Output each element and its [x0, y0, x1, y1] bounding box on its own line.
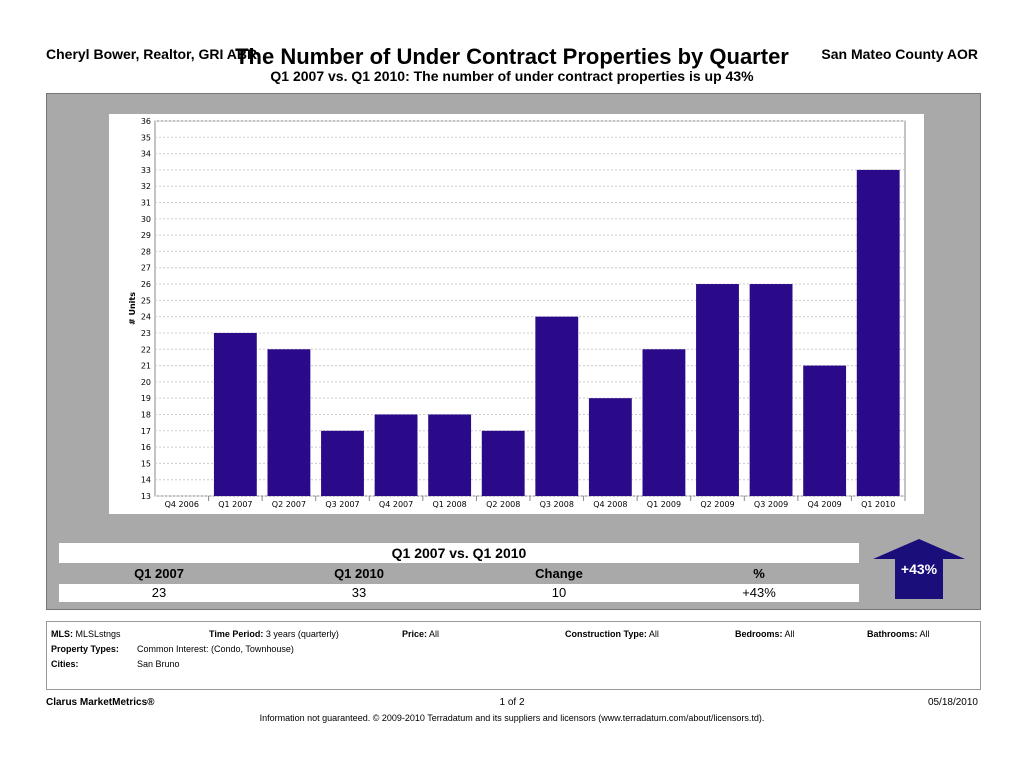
cities-value: San Bruno [137, 659, 180, 669]
y-tick-label: 15 [141, 459, 151, 468]
price-label: Price: [402, 629, 428, 639]
bar [267, 349, 311, 496]
y-tick-label: 23 [141, 329, 151, 338]
construction-label: Construction Type: [565, 629, 647, 639]
period-value: 3 years (quarterly) [265, 629, 339, 639]
bar [481, 430, 525, 496]
x-tick-label: Q3 2007 [325, 500, 359, 509]
x-tick-label: Q3 2008 [540, 500, 574, 509]
y-tick-label: 26 [141, 280, 151, 289]
bedrooms-value: All [784, 629, 795, 639]
bar [856, 169, 900, 497]
cities-label: Cities: [51, 659, 79, 669]
summary-header-percent: % [753, 566, 765, 581]
association-name: San Mateo County AOR [821, 46, 978, 62]
summary-value-q1-2010: 33 [351, 585, 367, 600]
mls-value: MLSLstngs [75, 629, 121, 639]
bar [696, 284, 739, 496]
x-tick-label: Q1 2007 [218, 500, 252, 509]
property-types-label: Property Types: [51, 644, 119, 654]
y-tick-label: 24 [141, 313, 151, 322]
x-tick-label: Q3 2009 [754, 500, 788, 509]
x-tick-label: Q1 2010 [861, 500, 895, 509]
summary-header-row: Q1 2007 Q1 2010 Change % [59, 565, 859, 583]
bar [321, 430, 364, 496]
y-axis-label: # Units [128, 292, 137, 325]
y-tick-label: 25 [141, 296, 151, 305]
y-tick-label: 32 [141, 182, 151, 191]
construction-value: All [648, 629, 659, 639]
disclaimer: Information not guaranteed. © 2009-2010 … [259, 713, 765, 723]
report-date: 05/18/2010 [927, 697, 978, 708]
bar [803, 365, 847, 496]
bar [428, 414, 472, 496]
x-tick-label: Q2 2009 [700, 500, 734, 509]
y-tick-label: 33 [141, 166, 151, 175]
y-tick-label: 20 [141, 378, 151, 387]
summary-value-percent: +43% [742, 585, 776, 600]
y-tick-label: 27 [141, 264, 151, 273]
bar [535, 316, 579, 496]
price-value: All [429, 629, 440, 639]
bar [642, 349, 686, 496]
y-tick-label: 31 [141, 199, 151, 208]
chart-subtitle: Q1 2007 vs. Q1 2010: The number of under… [270, 68, 754, 84]
y-tick-label: 18 [141, 410, 151, 419]
chart-title: The Number of Under Contract Properties … [235, 44, 789, 69]
y-tick-label: 36 [141, 117, 151, 126]
summary-title: Q1 2007 vs. Q1 2010 [59, 543, 859, 563]
x-tick-label: Q4 2008 [593, 500, 627, 509]
y-tick-label: 34 [141, 150, 151, 159]
period-label: Time Period: [209, 629, 264, 639]
y-tick-label: 22 [141, 345, 151, 354]
x-tick-label: Q4 2006 [165, 500, 199, 509]
x-tick-label: Q2 2007 [272, 500, 306, 509]
chart-panel: 13 14 15 16 17 18 19 20 21 22 23 24 25 26 27 28 29 30 31 32… [46, 93, 981, 610]
up-arrow-badge: +43% [873, 539, 965, 599]
y-tick-label: 35 [141, 133, 151, 142]
bathrooms-label: Bathrooms: [867, 629, 918, 639]
up-arrow-icon [873, 539, 965, 599]
bedrooms-label: Bedrooms: [735, 629, 783, 639]
bar [213, 332, 257, 496]
summary-value-change: 10 [551, 585, 567, 600]
x-tick-label: Q1 2008 [432, 500, 466, 509]
y-tick-label: 28 [141, 247, 151, 256]
x-tick-label: Q1 2009 [647, 500, 681, 509]
bar [374, 414, 418, 496]
y-tick-label: 30 [141, 215, 151, 224]
bathrooms-value: All [919, 629, 930, 639]
y-tick-label: 29 [141, 231, 151, 240]
x-tick-label: Q2 2008 [486, 500, 520, 509]
summary-value-q1-2007: 23 [151, 585, 167, 600]
up-arrow-label: +43% [900, 561, 938, 577]
summary-header-q1-2007: Q1 2007 [134, 566, 184, 581]
summary-value-row: 23 33 10 +43% [59, 584, 859, 602]
x-tick-label: Q4 2009 [807, 500, 841, 509]
y-tick-label: 19 [141, 394, 151, 403]
summary-header-q1-2010: Q1 2010 [334, 566, 384, 581]
summary-panel: Q1 2007 vs. Q1 2010 Q1 2007 Q1 2010 Chan… [55, 539, 970, 602]
bar-chart: 13 14 15 16 17 18 19 20 21 22 23 24 25 26 27 28 29 30 31 32… [109, 114, 924, 514]
y-tick-label: 16 [141, 443, 151, 452]
y-tick-label: 14 [141, 476, 151, 485]
x-tick-label: Q4 2007 [379, 500, 413, 509]
agent-name: Cheryl Bower, Realtor, GRI ABR [46, 46, 258, 62]
property-types-value: Common Interest: (Condo, Townhouse) [137, 644, 294, 654]
mls-label: MLS: [51, 629, 73, 639]
bar [749, 284, 793, 496]
brand-name: Clarus MarketMetrics® [46, 697, 155, 708]
page-number: 1 of 2 [499, 697, 525, 708]
report-criteria: MLS: MLSLstngs Time Period: 3 years (qua… [46, 621, 981, 690]
y-tick-label: 13 [141, 492, 151, 501]
y-tick-label: 21 [141, 362, 151, 371]
y-tick-label: 17 [141, 427, 151, 436]
bar [588, 398, 632, 496]
summary-header-change: Change [535, 566, 583, 581]
